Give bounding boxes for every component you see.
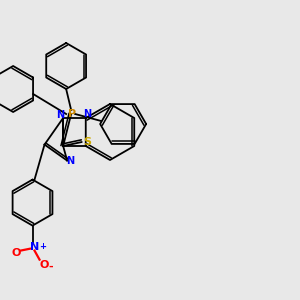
Text: -: - bbox=[48, 262, 53, 272]
Text: N: N bbox=[30, 242, 39, 252]
Text: +: + bbox=[39, 242, 46, 251]
Text: N: N bbox=[56, 110, 64, 120]
Text: N: N bbox=[66, 156, 74, 166]
Text: N: N bbox=[83, 109, 91, 119]
Text: P: P bbox=[68, 109, 76, 119]
Text: S: S bbox=[83, 137, 91, 147]
Text: O: O bbox=[12, 248, 21, 258]
Text: O: O bbox=[40, 260, 49, 270]
